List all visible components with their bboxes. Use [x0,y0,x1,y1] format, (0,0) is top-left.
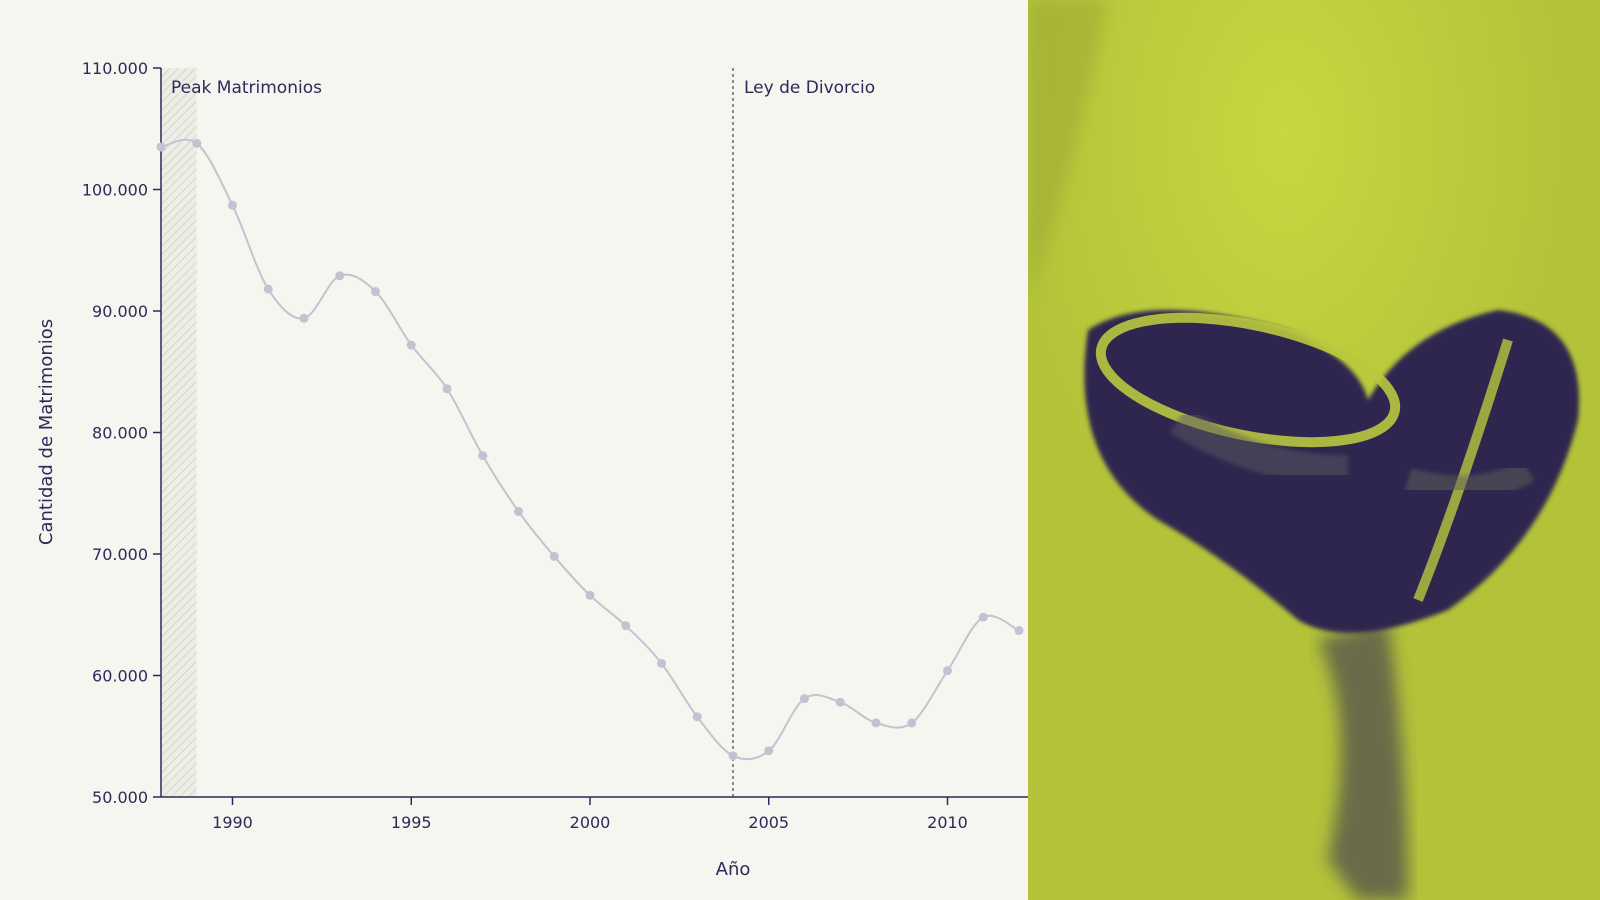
data-point [335,271,345,281]
y-tick-label: 60.000 [92,667,148,686]
data-point [192,138,202,148]
marriages-line-chart: Peak Matrimonios Ley de Divorcio 50.000 60… [36,59,1028,880]
y-tick-label: 90.000 [92,302,148,321]
data-point [442,384,452,394]
y-tick-label: 70.000 [92,545,148,564]
data-point [156,142,166,152]
data-point [943,666,952,676]
data-point [621,621,631,631]
x-tick-label: 1990 [212,813,253,832]
y-tick-label: 80.000 [92,424,148,443]
data-point [549,551,559,561]
data-point [728,751,738,761]
peak-band [161,68,197,797]
x-tick-label: 1995 [391,813,432,832]
x-tick-label: 2005 [748,813,789,832]
y-tick-label: 110.000 [82,59,148,78]
data-point [299,313,309,323]
data-point [978,612,988,622]
y-tick-label: 100.000 [82,181,148,200]
y-axis-label: Cantidad de Matrimonios [36,319,57,545]
wedding-rings-heart-image [1028,0,1600,900]
data-point [263,284,273,294]
data-point [371,287,380,297]
data-point [692,712,702,722]
data-point [835,697,845,707]
data-point [871,718,881,728]
x-tick-label: 2010 [927,813,968,832]
data-point [907,718,917,728]
data-point [228,200,237,210]
data-point [478,451,488,461]
data-point [764,746,774,756]
divorce-law-label: Ley de Divorcio [744,78,875,98]
data-point [1014,626,1024,636]
x-axis-label: Año [716,859,751,880]
y-tick-label: 50.000 [92,788,148,807]
data-point [406,340,416,350]
x-tick-label: 2000 [570,813,611,832]
data-point [800,694,809,704]
data-point [657,658,666,668]
data-point [514,506,523,516]
data-point [585,590,595,600]
peak-annotation-label: Peak Matrimonios [171,78,322,98]
marriages-series-line [160,138,1020,761]
